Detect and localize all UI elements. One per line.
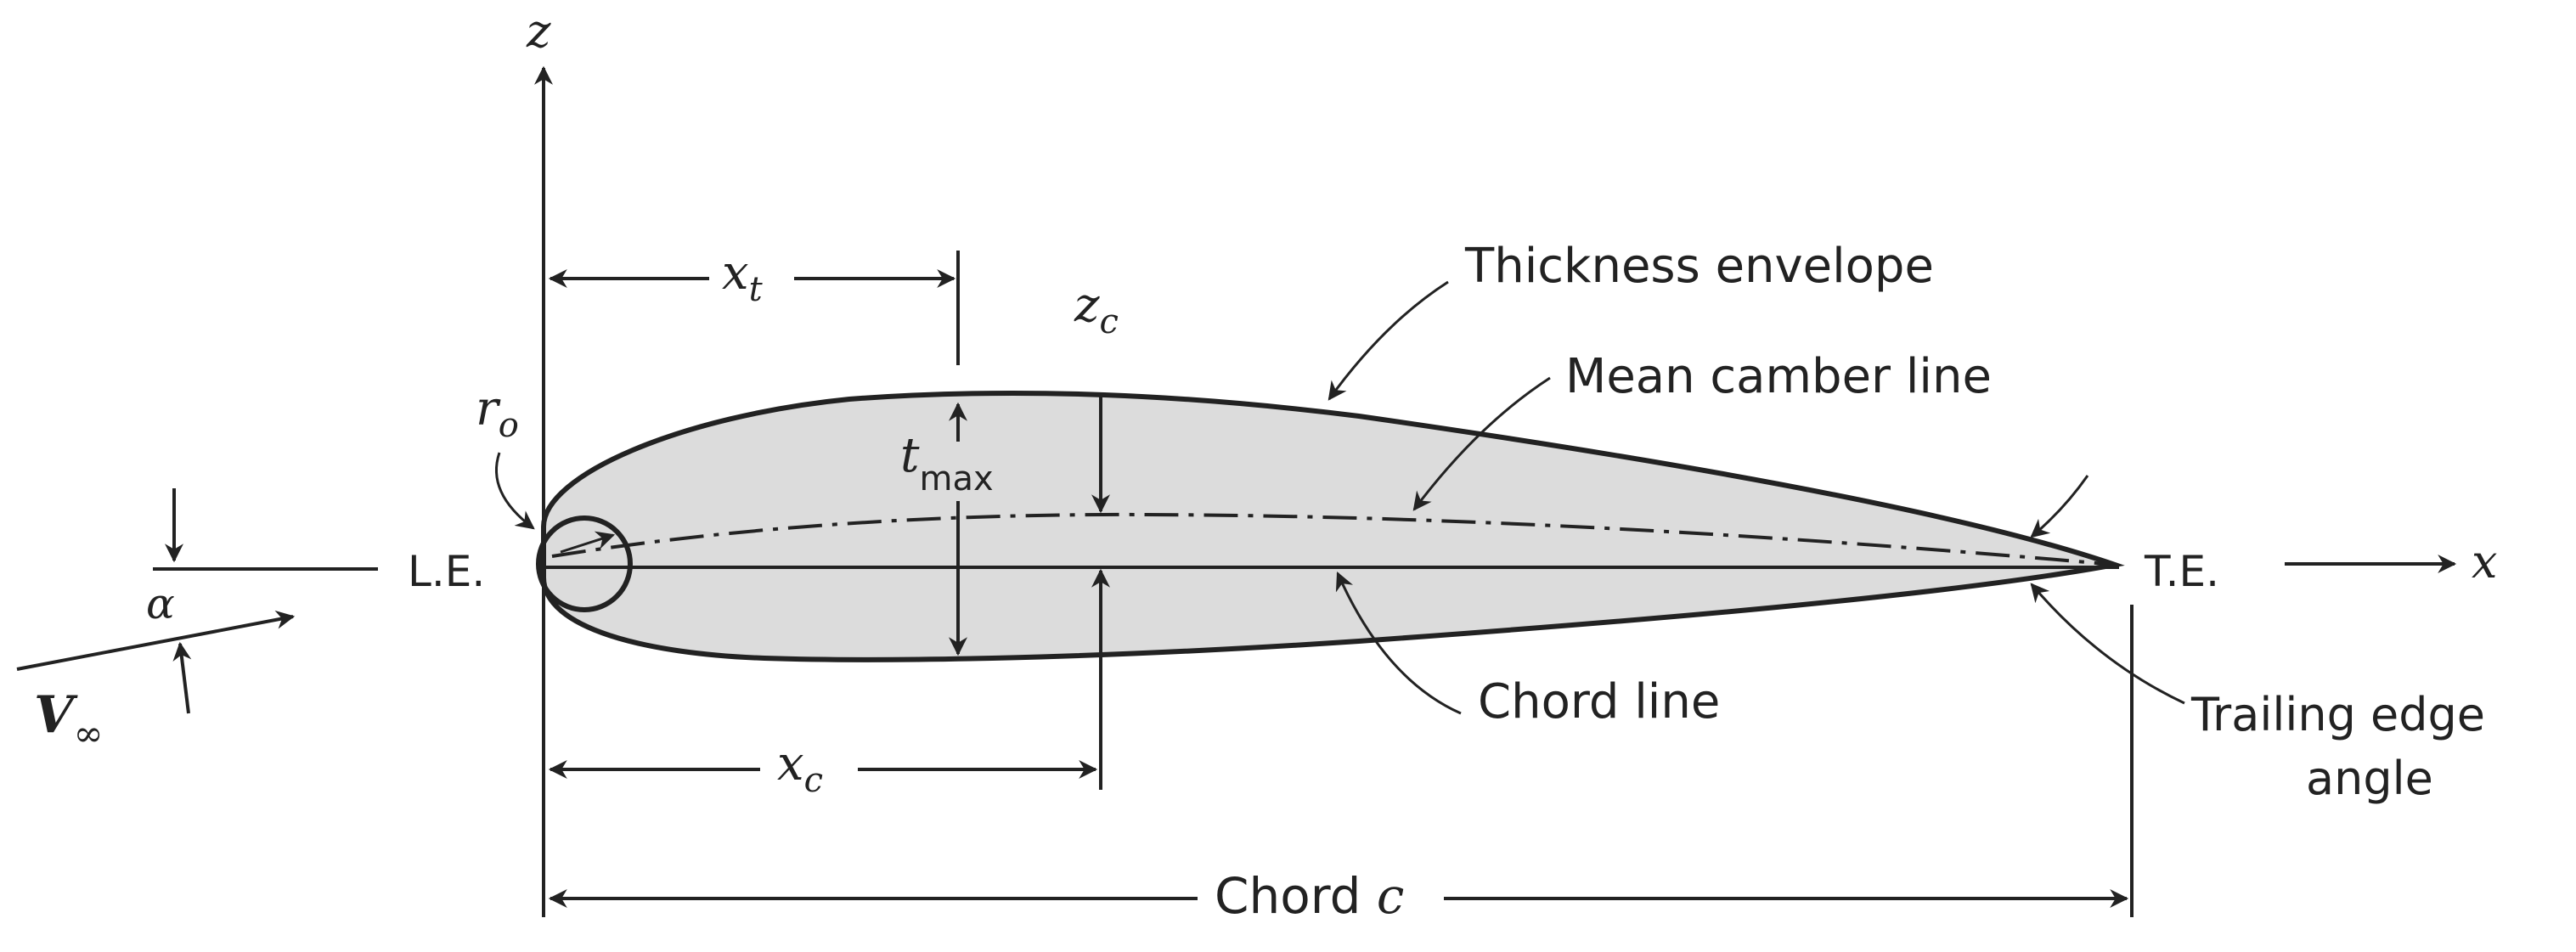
z-axis-label: z [526,4,551,58]
tmax-label: tmax [900,428,994,499]
x-axis-label: x [2472,535,2497,589]
chord-line-label: Chord line [1478,674,1720,729]
v-infinity-label: V∞ [34,685,104,754]
mean-camber-line [551,512,2116,566]
xc-label: xc [777,736,823,800]
trailing-edge-angle-leader-top [2030,475,2089,538]
alpha-arrow-bottom [172,641,192,714]
freestream-velocity-arrow [16,610,296,671]
thickness-envelope-label: Thickness envelope [1464,239,1934,294]
ro-label: ro [476,381,519,445]
trailing-edge-angle-leader-bottom [2030,583,2185,705]
trailing-edge-angle-label-line2: angle [2306,752,2433,805]
chord-label: Chord c [1215,867,1404,925]
airfoil-thickness-envelope [541,390,2125,662]
mean-camber-line-leader [1412,376,1551,511]
leading-edge-radius-circle [536,515,633,612]
alpha-label: α [146,579,175,628]
leading-edge-radius-arrow [560,531,616,554]
leading-edge-label: L.E. [408,547,485,596]
trailing-edge-angle-label-line1: Trailing edge [2190,688,2485,741]
zc-label: zc [1074,278,1119,341]
mean-camber-line-label: Mean camber line [1565,349,1992,404]
chord-line-leader [1335,571,1462,715]
radius-leader [495,452,535,530]
xt-label: xt [722,245,764,309]
thickness-envelope-leader [1327,280,1449,401]
trailing-edge-label: T.E. [2144,547,2219,596]
